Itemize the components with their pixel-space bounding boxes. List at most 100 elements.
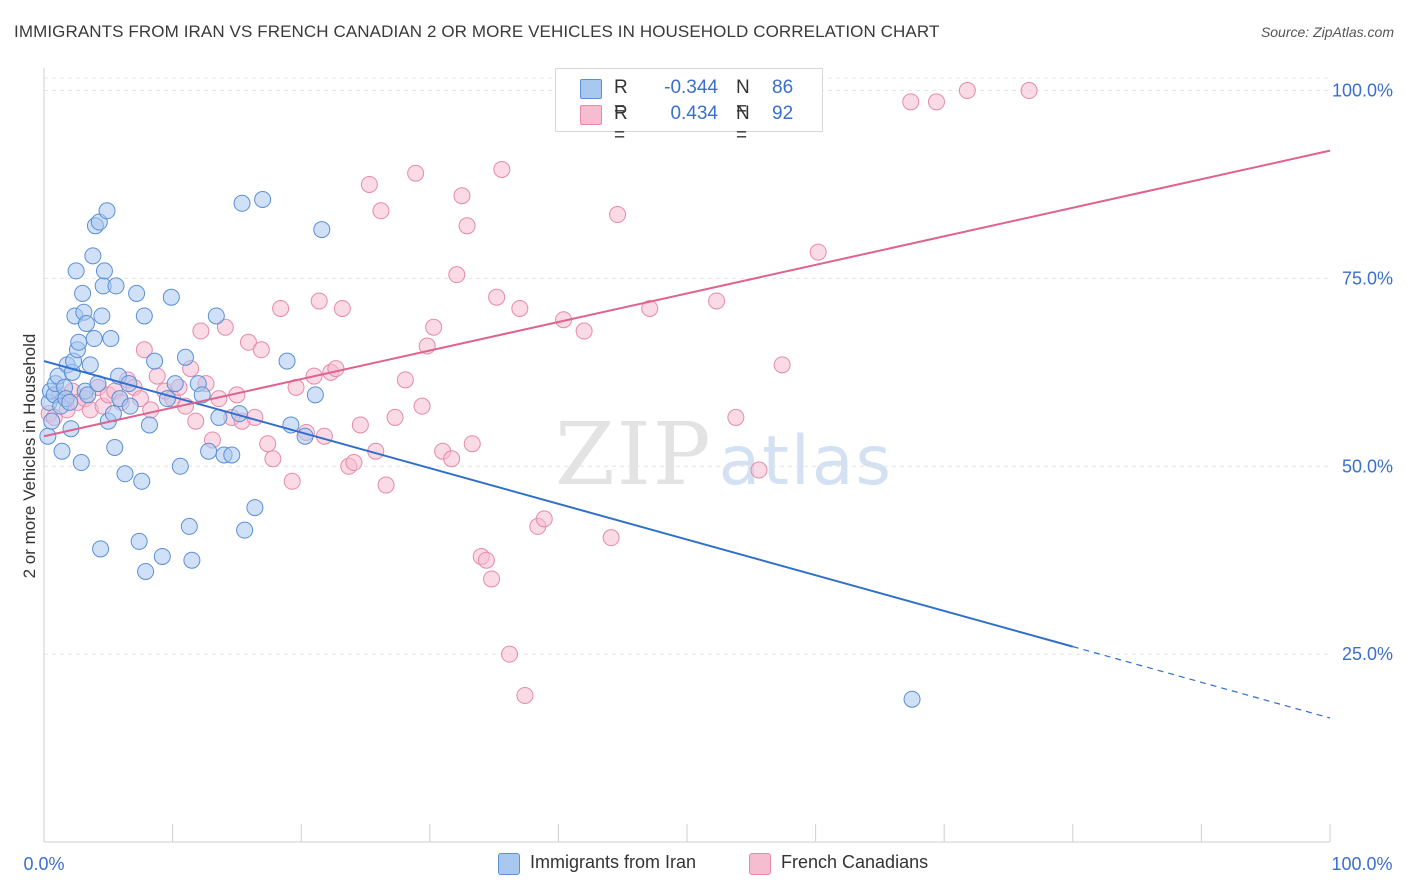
legend-label-french: French Canadians: [781, 852, 929, 872]
legend-swatch-french: [749, 853, 771, 875]
x-tick-label: 100.0%: [1331, 854, 1392, 874]
iran-point: [85, 330, 103, 348]
legend-r-value: 0.434: [670, 103, 718, 124]
french-point: [372, 202, 390, 220]
iran-point: [93, 307, 111, 325]
iran-point: [107, 277, 125, 295]
french-point: [360, 175, 378, 193]
french-point: [902, 93, 920, 111]
iran-point: [153, 547, 171, 565]
french-point: [641, 299, 659, 317]
iran-point: [61, 393, 79, 411]
iran-point: [116, 465, 134, 483]
french-point: [259, 435, 277, 453]
french-point: [453, 187, 471, 205]
french-point: [443, 450, 461, 468]
french-point: [511, 299, 529, 317]
french-point: [1020, 82, 1038, 100]
french-point: [192, 322, 210, 340]
iran-point: [137, 562, 155, 580]
iran-point: [223, 446, 241, 464]
french-point: [488, 288, 506, 306]
iran-point: [146, 352, 164, 370]
iran-point: [72, 454, 90, 472]
french-point: [351, 416, 369, 434]
iran-point: [296, 427, 314, 445]
french-point: [809, 243, 827, 261]
french-point: [386, 408, 404, 426]
french-point: [315, 427, 333, 445]
iran-point: [53, 442, 71, 460]
iran-point: [200, 442, 218, 460]
french-point: [142, 401, 160, 419]
iran-point: [102, 330, 120, 348]
french-point: [773, 356, 791, 374]
french-point: [333, 299, 351, 317]
watermark-zip: ZIP: [555, 405, 713, 505]
french-point: [345, 454, 363, 472]
iran-point: [106, 438, 124, 456]
french-point: [493, 160, 511, 178]
iran-point: [176, 348, 194, 366]
chart-title: IMMIGRANTS FROM IRAN VS FRENCH CANADIAN …: [14, 22, 940, 41]
french-point: [463, 435, 481, 453]
french-point: [407, 164, 425, 182]
french-point: [927, 93, 945, 111]
french-point: [609, 206, 627, 224]
french-point: [148, 367, 166, 385]
french-point: [727, 408, 745, 426]
iran-point: [70, 333, 88, 351]
iran-point: [246, 499, 264, 517]
iran-point: [43, 412, 61, 430]
french-point: [750, 461, 768, 479]
legend-r-label: R =: [614, 77, 628, 120]
legend-r-value: -0.344: [664, 77, 718, 98]
y-tick-label: 100.0%: [1332, 81, 1393, 101]
iran-point: [193, 386, 211, 404]
correlation-legend: R = -0.344 N = 86 R = 0.434 N = 92: [555, 68, 823, 146]
iran-trend-extension: [1072, 646, 1331, 719]
legend-swatch-iran: [498, 853, 520, 875]
iran-point: [278, 352, 296, 370]
french-point: [187, 412, 205, 430]
y-tick-label: 25.0%: [1342, 644, 1393, 664]
iran-point: [313, 221, 331, 239]
iran-point: [135, 307, 153, 325]
french-point: [535, 510, 553, 528]
iran-point: [166, 375, 184, 393]
french-point: [448, 266, 466, 284]
iran-point: [903, 690, 921, 708]
legend-swatch-iran: [580, 79, 602, 99]
french-point: [216, 318, 234, 336]
french-point: [575, 322, 593, 340]
iran-point: [180, 517, 198, 535]
x-tick-label: 0.0%: [23, 854, 64, 874]
y-tick-label: 50.0%: [1342, 456, 1393, 476]
iran-point: [162, 288, 180, 306]
iran-point: [133, 472, 151, 490]
chart-source: Source: ZipAtlas.com: [1260, 24, 1394, 40]
french-point: [327, 360, 345, 378]
french-point: [310, 292, 328, 310]
french-point: [501, 645, 519, 663]
french-point: [708, 292, 726, 310]
french-point: [272, 299, 290, 317]
french-point: [396, 371, 414, 389]
iran-point: [140, 416, 158, 434]
iran-point: [207, 307, 225, 325]
french-trend-line: [43, 149, 1331, 438]
french-point: [283, 472, 301, 490]
iran-point: [77, 314, 95, 332]
iran-point: [183, 551, 201, 569]
iran-point: [130, 532, 148, 550]
legend-label-iran: Immigrants from Iran: [530, 852, 697, 872]
iran-point: [84, 247, 102, 265]
french-point: [516, 686, 534, 704]
iran-point: [128, 284, 146, 302]
iran-point: [171, 457, 189, 475]
legend-n-value: 86: [772, 77, 794, 98]
french-point: [602, 529, 620, 547]
legend-swatch-french: [580, 105, 602, 125]
french-point: [252, 341, 270, 359]
